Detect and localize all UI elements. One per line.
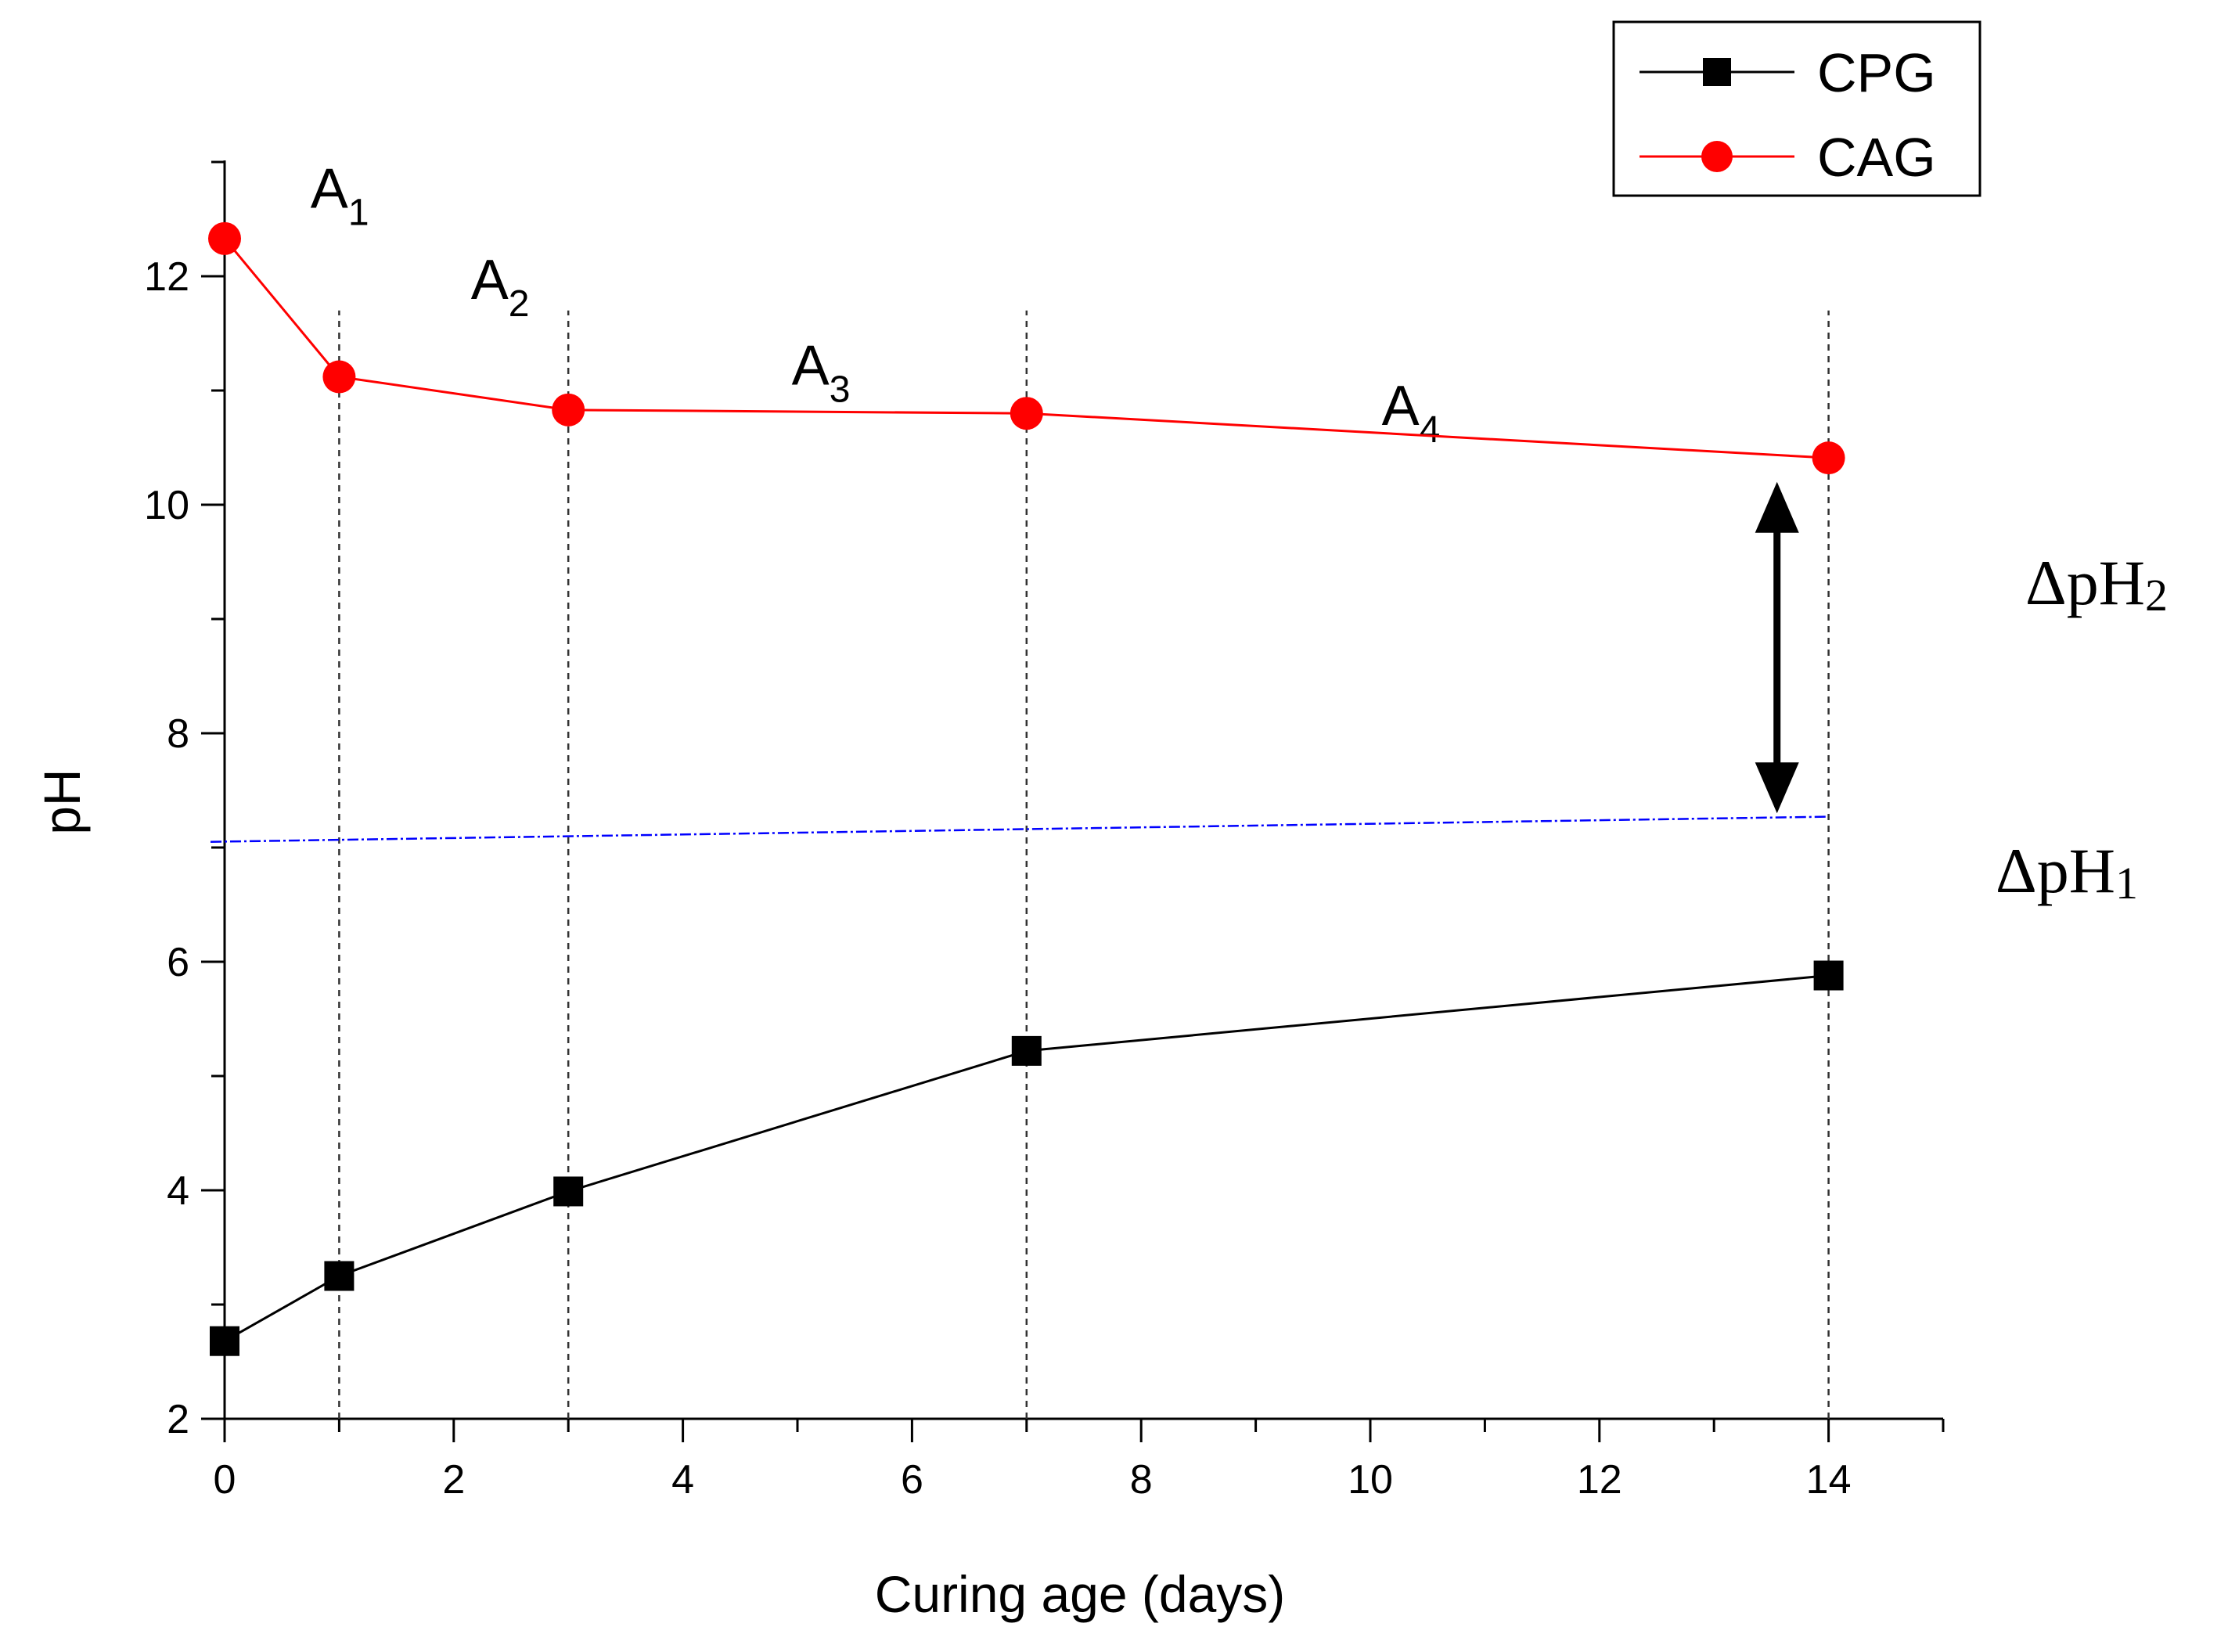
region-label-sub: 1 [348, 192, 369, 233]
legend-marker [1703, 58, 1731, 86]
x-tick-label: 14 [1806, 1457, 1852, 1503]
cag-data-point [322, 360, 356, 394]
legend-label: CPG [1817, 42, 1936, 103]
region-label: A2 [471, 249, 530, 325]
x-tick-label: 8 [1130, 1457, 1153, 1503]
delta-ph-annotation: ΔpH1 [1996, 835, 2138, 909]
y-tick-label: 6 [167, 940, 189, 985]
y-tick-label: 2 [167, 1397, 189, 1442]
x-tick-label: 2 [442, 1457, 465, 1503]
y-tick-label: 8 [167, 711, 189, 757]
delta-arrow-up-head [1755, 481, 1799, 533]
y-tick-label: 4 [167, 1168, 189, 1214]
cag-data-point [1812, 441, 1845, 475]
delta-ph-annotation: ΔpH2 [2025, 547, 2168, 621]
x-tick-label: 12 [1577, 1457, 1622, 1503]
region-label-main: A [1382, 375, 1420, 437]
legend-marker [1701, 141, 1733, 172]
y-tick-label: 10 [144, 483, 189, 528]
x-tick-label: 0 [214, 1457, 236, 1503]
cag-data-point [1010, 397, 1043, 430]
region-label-main: A [471, 249, 509, 311]
region-label-main: A [311, 157, 348, 220]
delta-ph-sub: 2 [2145, 570, 2168, 621]
x-tick-label: 10 [1348, 1457, 1393, 1503]
cpg-data-point [1011, 1035, 1042, 1066]
legend-label: CAG [1817, 127, 1936, 188]
cpg-data-point [553, 1176, 584, 1207]
reference-line [210, 815, 1829, 843]
y-axis-title: pH [33, 768, 91, 834]
region-label-sub: 3 [830, 369, 851, 411]
cpg-data-point [1813, 960, 1844, 991]
legend: CPG CAG [1612, 20, 1981, 197]
region-label: A3 [792, 335, 851, 411]
x-axis-title: Curing age (days) [875, 1565, 1286, 1623]
delta-ph-main: ΔpH [2025, 547, 2145, 618]
region-label-sub: 4 [1420, 409, 1441, 451]
region-label: A4 [1382, 375, 1441, 451]
y-tick-label: 12 [144, 254, 189, 300]
cpg-data-point [210, 1326, 239, 1356]
x-tick-label: 6 [901, 1457, 923, 1503]
x-tick-label: 4 [671, 1457, 694, 1503]
cpg-data-point [324, 1261, 355, 1291]
delta-ph-main: ΔpH [1996, 835, 2115, 906]
region-label-sub: 2 [509, 283, 530, 325]
cag-data-point [552, 393, 585, 426]
delta-ph-sub: 1 [2115, 858, 2138, 909]
region-label: A1 [311, 157, 369, 233]
legend-box [1612, 20, 1981, 197]
delta-arrow-down-head [1755, 762, 1799, 814]
region-label-main: A [792, 335, 830, 398]
cag-data-point [208, 221, 241, 255]
